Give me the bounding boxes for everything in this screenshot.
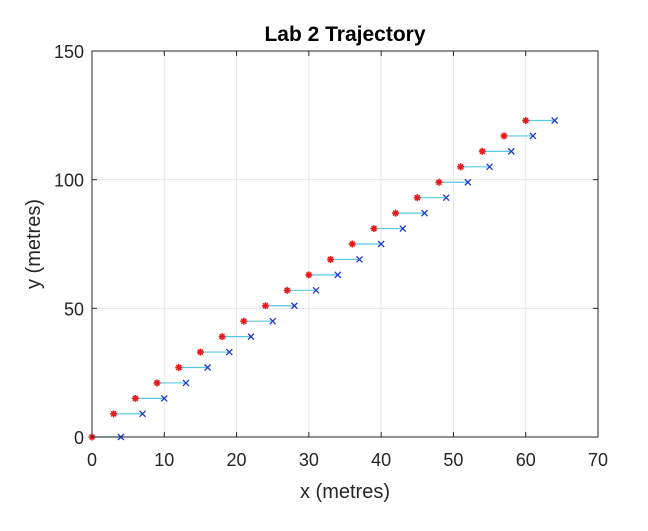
cross-point [399, 225, 407, 233]
asterisk-point [500, 132, 508, 140]
cross-point [247, 333, 255, 341]
asterisk-point [327, 255, 335, 263]
cross-point [507, 147, 515, 155]
tick-labels: 0 10 20 30 40 50 60 70 0 50 100 150 [54, 42, 608, 470]
x-tick-label: 20 [227, 450, 247, 470]
cross-point [377, 240, 385, 248]
cross-point [290, 302, 298, 310]
asterisk-point [110, 410, 118, 418]
asterisk-point [413, 194, 421, 202]
x-tick-label: 10 [154, 450, 174, 470]
cross-point [355, 255, 363, 263]
asterisk-point [131, 394, 139, 402]
asterisk-point [457, 163, 465, 171]
x-tick-label: 60 [516, 450, 536, 470]
cross-point [334, 271, 342, 279]
cross-point [269, 317, 277, 325]
grid [92, 51, 598, 437]
y-tick-label: 0 [74, 428, 84, 448]
cross-point [464, 178, 472, 186]
cross-point [486, 163, 494, 171]
asterisk-point [196, 348, 204, 356]
y-tick-label: 50 [64, 299, 84, 319]
data-markers [88, 116, 559, 441]
chart-title: Lab 2 Trajectory [264, 23, 425, 46]
cross-point [139, 410, 147, 418]
y-tick-label: 100 [54, 171, 84, 191]
asterisk-point [370, 225, 378, 233]
x-tick-label: 0 [87, 450, 97, 470]
axes-box [91, 50, 599, 438]
asterisk-point [478, 147, 486, 155]
cross-point [529, 132, 537, 140]
asterisk-point [305, 271, 313, 279]
cross-point [160, 394, 168, 402]
x-axis-label: x (metres) [300, 481, 390, 503]
asterisk-point [392, 209, 400, 217]
cross-point [204, 364, 212, 371]
asterisk-point [522, 116, 530, 124]
asterisk-point [435, 178, 443, 186]
asterisk-point [218, 333, 226, 341]
x-tick-label: 40 [371, 450, 391, 470]
cross-point [182, 379, 190, 387]
cross-point [312, 286, 320, 294]
x-tick-label: 70 [588, 450, 608, 470]
x-tick-label: 50 [443, 450, 463, 470]
cross-point [551, 117, 559, 124]
cross-point [225, 348, 233, 356]
y-tick-label: 150 [54, 42, 84, 62]
asterisk-point [175, 364, 183, 372]
y-axis-label: y (metres) [23, 199, 45, 289]
asterisk-point [348, 240, 356, 248]
connector-lines [92, 119, 555, 438]
asterisk-point [261, 302, 269, 310]
asterisk-point [153, 379, 161, 387]
asterisk-point [240, 317, 248, 325]
cross-point [421, 209, 428, 217]
axes [91, 50, 599, 438]
cross-point [442, 194, 450, 202]
asterisk-point [283, 286, 291, 294]
x-tick-label: 30 [299, 450, 319, 470]
